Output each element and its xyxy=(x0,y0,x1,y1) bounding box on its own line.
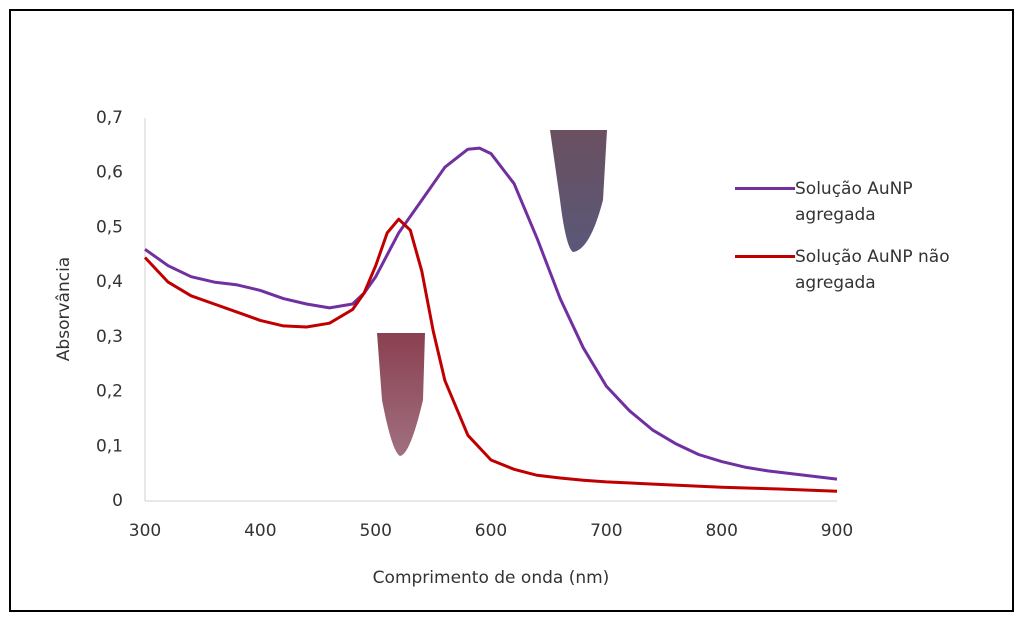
y-tick-label: 0,3 xyxy=(96,327,123,347)
x-tick-label: 800 xyxy=(705,521,737,541)
x-tick-label: 900 xyxy=(821,521,853,541)
legend-entry: Solução AuNP agregada xyxy=(735,176,995,228)
tube-image xyxy=(550,130,607,252)
legend-swatch xyxy=(735,187,795,190)
legend: Solução AuNP agregada Solução AuNP não ag… xyxy=(735,176,995,312)
y-tick-label: 0,1 xyxy=(96,436,123,456)
legend-entry: Solução AuNP não agregada xyxy=(735,244,995,296)
tube-image xyxy=(377,333,425,456)
y-tick-label: 0,5 xyxy=(96,217,123,237)
x-tick-label: 500 xyxy=(359,521,391,541)
y-axis-title: Absorvância xyxy=(54,257,74,361)
legend-label: Solução AuNP agregada xyxy=(795,179,913,225)
y-tick-label: 0,4 xyxy=(96,272,123,292)
x-axis-title: Comprimento de onda (nm) xyxy=(373,568,610,588)
series-line xyxy=(143,217,838,493)
y-tick-label: 0 xyxy=(112,491,123,511)
series-line xyxy=(144,146,838,481)
x-tick-label: 400 xyxy=(244,521,276,541)
y-tick-label: 0,6 xyxy=(96,163,123,183)
x-tick-label: 300 xyxy=(129,521,161,541)
y-tick-label: 0,2 xyxy=(96,382,123,402)
y-tick-label: 0,7 xyxy=(96,108,123,128)
frame xyxy=(9,9,1014,612)
legend-label: Solução AuNP não agregada xyxy=(795,247,950,293)
x-tick-label: 700 xyxy=(590,521,622,541)
x-tick-label: 600 xyxy=(475,521,507,541)
legend-swatch xyxy=(735,255,795,258)
